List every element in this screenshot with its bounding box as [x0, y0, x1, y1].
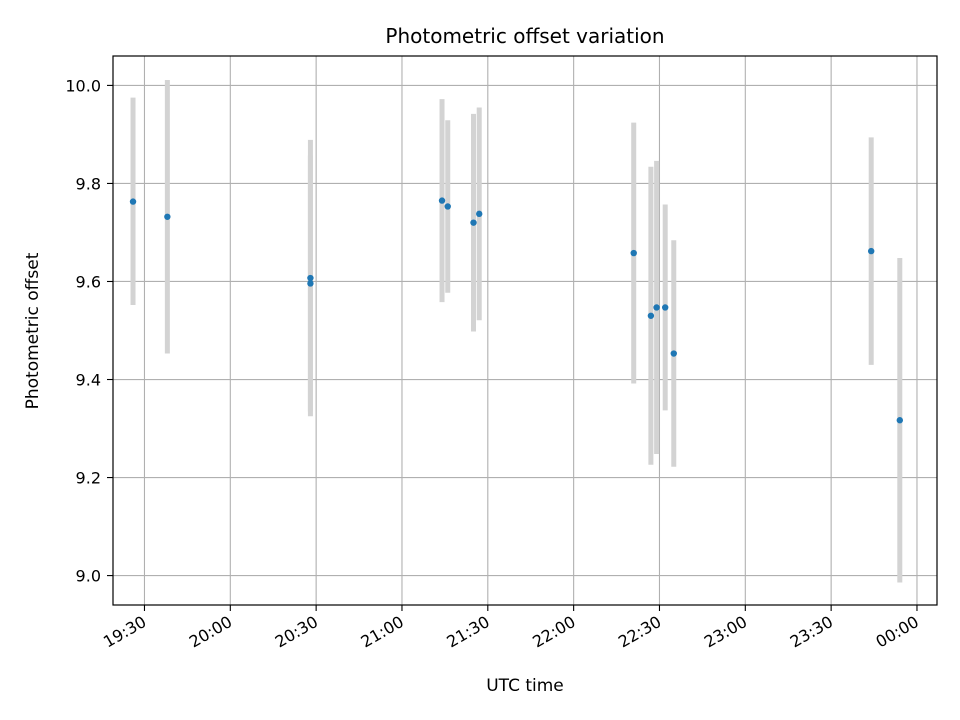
data-point: [867, 247, 875, 255]
data-point: [438, 197, 446, 204]
x-tick-label: 00:00: [873, 612, 922, 652]
data-point: [470, 219, 477, 226]
y-tick-label: 9.6: [76, 272, 101, 291]
data-point: [661, 304, 669, 311]
y-axis: 9.0 9.2 9.4 9.6 9.8 10.0: [65, 76, 113, 586]
x-axis: 19:30 20:00 20:30 21:00 21:30 22:00 22:30 23:00…: [100, 605, 922, 652]
data-point: [129, 198, 137, 205]
error-bars: [130, 80, 903, 583]
y-axis-label: Photometric offset: [23, 252, 43, 409]
plot-frame: [112, 55, 938, 606]
x-tick-label: 22:30: [615, 612, 664, 652]
data-point: [896, 417, 904, 424]
x-tick-label: 23:00: [701, 612, 750, 652]
chart-title: Photometric offset variation: [385, 24, 664, 48]
y-tick-label: 9.8: [76, 174, 101, 193]
data-point: [670, 350, 677, 357]
data-point: [444, 203, 451, 210]
x-tick-label: 22:00: [529, 612, 578, 652]
x-tick-label: 21:00: [358, 612, 407, 652]
x-axis-label: UTC time: [486, 676, 564, 696]
x-tick-label: 20:30: [272, 612, 321, 652]
data-points: [129, 197, 904, 424]
y-tick-label: 9.0: [76, 567, 101, 586]
data-point: [653, 304, 660, 311]
data-point: [164, 213, 171, 220]
x-tick-label: 20:00: [186, 612, 235, 652]
y-tick-label: 9.2: [76, 469, 101, 488]
data-point: [647, 312, 655, 319]
data-point: [307, 280, 314, 287]
x-tick-label: 19:30: [100, 612, 149, 652]
y-tick-label: 9.4: [76, 371, 101, 390]
y-tick-label: 10.0: [65, 76, 101, 95]
x-tick-label: 23:30: [787, 612, 836, 652]
x-tick-label: 21:30: [443, 612, 492, 652]
data-point: [476, 210, 483, 218]
data-point: [307, 274, 314, 282]
grid: [113, 56, 937, 605]
data-point: [630, 249, 637, 257]
